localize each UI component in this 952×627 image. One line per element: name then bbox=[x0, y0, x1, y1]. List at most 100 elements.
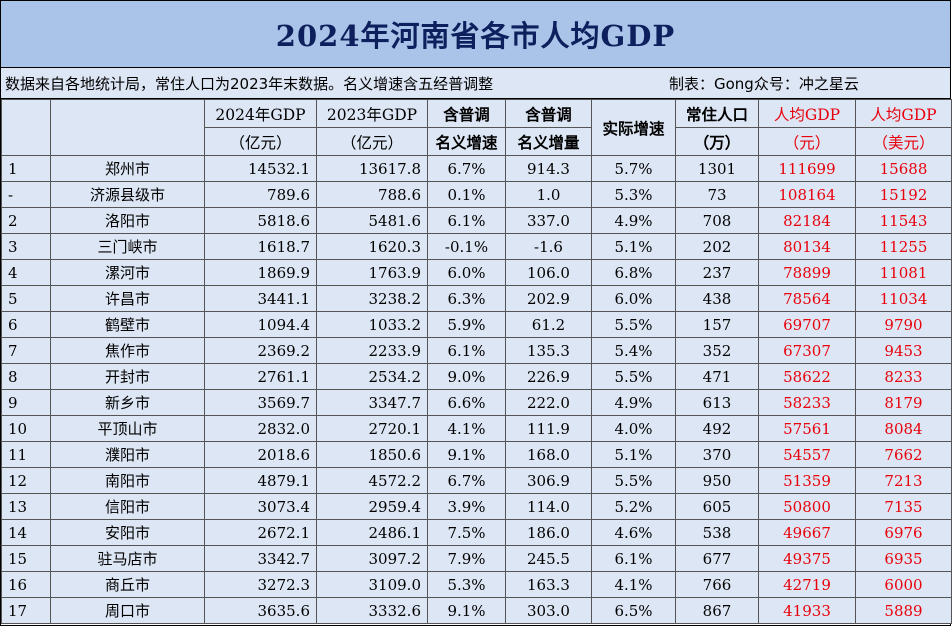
cell-per-usd: 8084 bbox=[855, 415, 952, 442]
cell-city: 洛阳市 bbox=[50, 207, 205, 234]
cell-real-rate: 6.0% bbox=[591, 285, 676, 312]
cell-nominal-rate: 7.5% bbox=[427, 519, 506, 546]
header-nominal-rate-sub: 名义增速 bbox=[427, 127, 506, 156]
cell-rank: 14 bbox=[1, 519, 51, 546]
cell-nominal-inc: 106.0 bbox=[505, 259, 592, 286]
cell-real-rate: 6.1% bbox=[591, 545, 676, 572]
cell-city: 南阳市 bbox=[50, 467, 205, 494]
cell-gdp2023: 2720.1 bbox=[316, 415, 428, 442]
header-population: 常住人口 bbox=[675, 99, 759, 128]
table-row: 6 鹤壁市 1094.4 1033.2 5.9% 61.2 5.5% 157 69707 9790 bbox=[1, 311, 952, 338]
table-row: 16 商丘市 3272.3 3109.0 5.3% 163.3 4.1% 766 42719 60… bbox=[1, 571, 952, 598]
cell-nominal-inc: 226.9 bbox=[505, 363, 592, 390]
header-real-rate: 实际增速 bbox=[591, 99, 676, 156]
cell-per-usd: 11034 bbox=[855, 285, 952, 312]
cell-real-rate: 5.5% bbox=[591, 363, 676, 390]
cell-nominal-inc: 306.9 bbox=[505, 467, 592, 494]
cell-real-rate: 5.1% bbox=[591, 233, 676, 260]
cell-city: 三门峡市 bbox=[50, 233, 205, 260]
table-row: - 济源县级市 789.6 788.6 0.1% 1.0 5.3% 73 108164 15192 bbox=[1, 181, 952, 208]
table-row: 5 许昌市 3441.1 3238.2 6.3% 202.9 6.0% 438 78564 110… bbox=[1, 285, 952, 312]
cell-rank: 10 bbox=[1, 415, 51, 442]
cell-gdp2023: 3238.2 bbox=[316, 285, 428, 312]
cell-real-rate: 5.5% bbox=[591, 311, 676, 338]
cell-gdp2024: 2369.2 bbox=[204, 337, 317, 364]
cell-gdp2023: 2486.1 bbox=[316, 519, 428, 546]
cell-population: 370 bbox=[675, 441, 759, 468]
cell-city: 焦作市 bbox=[50, 337, 205, 364]
cell-nominal-rate: 6.3% bbox=[427, 285, 506, 312]
cell-real-rate: 5.5% bbox=[591, 467, 676, 494]
cell-per-cny: 69707 bbox=[758, 311, 856, 338]
cell-real-rate: 5.3% bbox=[591, 181, 676, 208]
cell-nominal-rate: 0.1% bbox=[427, 181, 506, 208]
cell-real-rate: 4.9% bbox=[591, 207, 676, 234]
source-text: 数据来自各地统计局，常住人口为2023年末数据。名义增速含五经普调整 bbox=[5, 74, 494, 93]
cell-per-usd: 8179 bbox=[855, 389, 952, 416]
cell-per-usd: 7662 bbox=[855, 441, 952, 468]
cell-nominal-rate: 6.7% bbox=[427, 155, 506, 182]
cell-gdp2024: 2832.0 bbox=[204, 415, 317, 442]
cell-nominal-inc: 303.0 bbox=[505, 597, 592, 624]
cell-gdp2023: 3347.7 bbox=[316, 389, 428, 416]
cell-population: 1301 bbox=[675, 155, 759, 182]
cell-per-cny: 58233 bbox=[758, 389, 856, 416]
cell-nominal-inc: -1.6 bbox=[505, 233, 592, 260]
table-row: 2 洛阳市 5818.6 5481.6 6.1% 337.0 4.9% 708 82184 115… bbox=[1, 207, 952, 234]
cell-population: 202 bbox=[675, 233, 759, 260]
cell-gdp2024: 1869.9 bbox=[204, 259, 317, 286]
cell-nominal-rate: 5.3% bbox=[427, 571, 506, 598]
cell-city: 濮阳市 bbox=[50, 441, 205, 468]
cell-gdp2024: 3569.7 bbox=[204, 389, 317, 416]
author-text: 制表：Gong众号：冲之星云 bbox=[669, 74, 859, 93]
cell-rank: 15 bbox=[1, 545, 51, 572]
cell-nominal-inc: 111.9 bbox=[505, 415, 592, 442]
cell-per-cny: 57561 bbox=[758, 415, 856, 442]
cell-per-usd: 9453 bbox=[855, 337, 952, 364]
header-city bbox=[50, 99, 205, 156]
page-title: 2024年河南省各市人均GDP bbox=[1, 1, 950, 68]
cell-gdp2024: 14532.1 bbox=[204, 155, 317, 182]
cell-nominal-inc: 337.0 bbox=[505, 207, 592, 234]
cell-city: 商丘市 bbox=[50, 571, 205, 598]
cell-nominal-inc: 168.0 bbox=[505, 441, 592, 468]
cell-population: 492 bbox=[675, 415, 759, 442]
cell-per-usd: 15688 bbox=[855, 155, 952, 182]
header-gdp2023: 2023年GDP bbox=[316, 99, 428, 128]
cell-gdp2024: 2672.1 bbox=[204, 519, 317, 546]
cell-nominal-rate: 7.9% bbox=[427, 545, 506, 572]
cell-nominal-inc: 186.0 bbox=[505, 519, 592, 546]
table-row: 10 平顶山市 2832.0 2720.1 4.1% 111.9 4.0% 492 57561 8… bbox=[1, 415, 952, 442]
cell-rank: 7 bbox=[1, 337, 51, 364]
gdp-table: 2024年GDP 2023年GDP 含普调 含普调 实际增速 常住人口 人均GD… bbox=[1, 99, 952, 624]
cell-population: 867 bbox=[675, 597, 759, 624]
cell-per-cny: 58622 bbox=[758, 363, 856, 390]
cell-gdp2024: 3635.6 bbox=[204, 597, 317, 624]
cell-per-cny: 51359 bbox=[758, 467, 856, 494]
cell-nominal-inc: 222.0 bbox=[505, 389, 592, 416]
cell-city: 新乡市 bbox=[50, 389, 205, 416]
cell-nominal-rate: 5.9% bbox=[427, 311, 506, 338]
cell-nominal-rate: 6.7% bbox=[427, 467, 506, 494]
cell-per-usd: 11081 bbox=[855, 259, 952, 286]
cell-nominal-rate: 9.1% bbox=[427, 441, 506, 468]
cell-rank: 5 bbox=[1, 285, 51, 312]
cell-gdp2024: 3342.7 bbox=[204, 545, 317, 572]
cell-real-rate: 5.1% bbox=[591, 441, 676, 468]
cell-gdp2023: 13617.8 bbox=[316, 155, 428, 182]
cell-per-usd: 7135 bbox=[855, 493, 952, 520]
table-row: 9 新乡市 3569.7 3347.7 6.6% 222.0 4.9% 613 58233 817… bbox=[1, 389, 952, 416]
cell-real-rate: 6.5% bbox=[591, 597, 676, 624]
cell-real-rate: 4.1% bbox=[591, 571, 676, 598]
cell-rank: 11 bbox=[1, 441, 51, 468]
table-row: 11 濮阳市 2018.6 1850.6 9.1% 168.0 5.1% 370 54557 76… bbox=[1, 441, 952, 468]
cell-nominal-rate: -0.1% bbox=[427, 233, 506, 260]
cell-per-cny: 42719 bbox=[758, 571, 856, 598]
cell-nominal-inc: 245.5 bbox=[505, 545, 592, 572]
table-row: 14 安阳市 2672.1 2486.1 7.5% 186.0 4.6% 538 49667 69… bbox=[1, 519, 952, 546]
cell-rank: 9 bbox=[1, 389, 51, 416]
cell-population: 950 bbox=[675, 467, 759, 494]
cell-per-cny: 50800 bbox=[758, 493, 856, 520]
cell-nominal-rate: 4.1% bbox=[427, 415, 506, 442]
